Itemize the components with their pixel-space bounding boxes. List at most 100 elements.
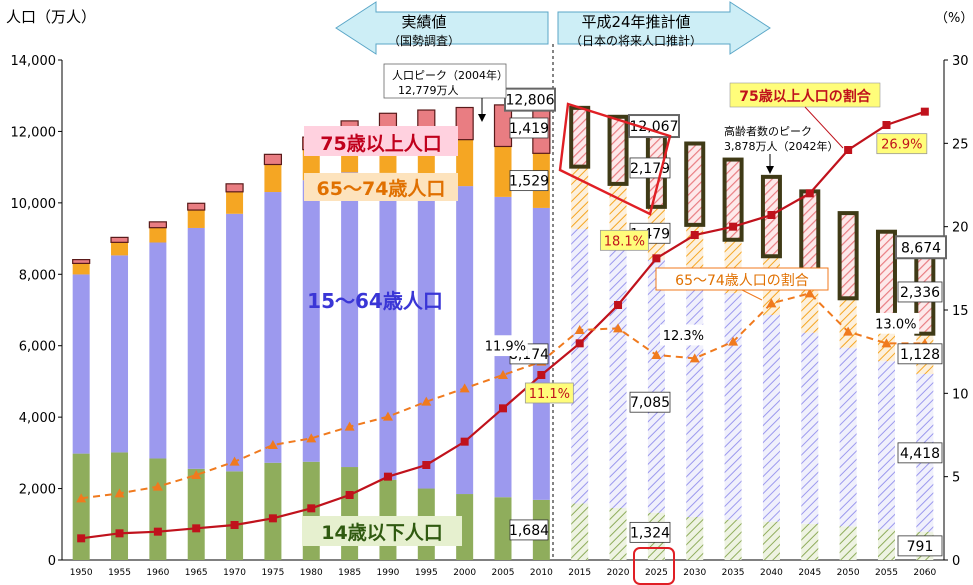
bar-segment-age75 bbox=[263, 153, 283, 166]
total-label: 12,067 bbox=[628, 114, 680, 139]
point-ratio-75 bbox=[383, 472, 392, 481]
right-tick-label: 30 bbox=[952, 54, 969, 69]
label-2025-age15-box bbox=[629, 391, 671, 413]
legend-65-box bbox=[304, 173, 458, 201]
bar-segment-age15-64 bbox=[801, 332, 819, 524]
projection-arrow bbox=[557, 1, 771, 55]
bar-segment-age14 bbox=[187, 468, 205, 560]
x-tick-label: 2055 bbox=[875, 568, 898, 578]
point-ratio-65-74 bbox=[498, 370, 508, 379]
point-ratio-65-74 bbox=[843, 326, 854, 336]
right-axis-title: （%） bbox=[935, 11, 973, 26]
x-tick-label: 2045 bbox=[798, 568, 821, 578]
bar-segment-age15-64 bbox=[724, 293, 742, 520]
label-2060-age15: 4,418 bbox=[897, 442, 943, 464]
peak-population-line2: 12,779万人 bbox=[398, 84, 459, 97]
pct-75-2060-text: 26.9% bbox=[881, 138, 922, 153]
label-2060-age14-text: 791 bbox=[907, 539, 934, 555]
pct-75-2060: 26.9% bbox=[876, 133, 928, 155]
bar-segment-age65-74 bbox=[456, 139, 474, 187]
legend-14-label: 14歳以下人口 bbox=[321, 522, 442, 544]
right-tick-label: 0 bbox=[952, 554, 960, 569]
legend-75-box bbox=[304, 126, 458, 156]
bar-segment-age15-64 bbox=[839, 347, 857, 527]
x-tick-label: 1955 bbox=[108, 568, 131, 578]
x-tick-label: 2015 bbox=[568, 568, 591, 578]
label-2010-age65-text: 1,529 bbox=[509, 174, 549, 190]
x-tick-label: 1975 bbox=[261, 568, 284, 578]
bar-segment-age65-74 bbox=[302, 149, 320, 181]
bar-segment-age75 bbox=[569, 105, 591, 169]
point-ratio-75 bbox=[690, 231, 699, 239]
point-ratio-75 bbox=[882, 121, 891, 129]
label-2025-age15: 7,085 bbox=[629, 391, 671, 413]
bar-segment-age15-64 bbox=[226, 213, 244, 472]
bar-segment-age15-64 bbox=[341, 172, 359, 468]
right-tick-label: 20 bbox=[952, 221, 969, 236]
bar-segment-age65-74 bbox=[111, 242, 129, 256]
bar-segment-age14 bbox=[571, 503, 589, 560]
bar-segment-age14 bbox=[801, 523, 819, 560]
bar-segment-age15-64 bbox=[609, 245, 627, 508]
bar-segment-age65-74 bbox=[187, 210, 205, 228]
point-ratio-65-74 bbox=[728, 336, 739, 346]
bar-segment-age14 bbox=[72, 453, 90, 560]
point-ratio-75 bbox=[422, 461, 431, 469]
label-2025-age14: 1,324 bbox=[629, 521, 671, 543]
legend-75-label: 75歳以上人口 bbox=[320, 133, 441, 155]
left-tick-label: 4,000 bbox=[19, 411, 56, 426]
legend-65-label: 65〜74歳人口 bbox=[317, 178, 446, 200]
point-ratio-75 bbox=[77, 534, 86, 543]
bar-segment-age75 bbox=[110, 236, 129, 243]
bar-segment-age14 bbox=[839, 526, 857, 560]
bar-segment-age65-74 bbox=[494, 146, 512, 197]
bar-segment-age14 bbox=[264, 462, 282, 560]
pct-75-2010-box bbox=[524, 382, 574, 404]
bar-segment-age15-64 bbox=[571, 229, 589, 504]
label-2060-age75-text: 2,336 bbox=[900, 285, 940, 301]
point-ratio-75 bbox=[652, 254, 661, 263]
point-ratio-65-74 bbox=[881, 338, 892, 348]
x-tick-label: 1965 bbox=[185, 568, 208, 578]
bar-segment-age14 bbox=[724, 519, 742, 560]
bar-segment-age15-64 bbox=[647, 259, 665, 513]
peak-elderly-line1: 高齢者数のピーク bbox=[724, 124, 812, 138]
pct-65-2010-text: 11.9% bbox=[485, 340, 526, 355]
bar-segment-age15-64 bbox=[686, 275, 704, 517]
x-tick-label: 2020 bbox=[607, 568, 630, 578]
point-ratio-75 bbox=[307, 504, 316, 513]
bar-segment-age14 bbox=[609, 507, 627, 560]
x-tick-label: 1950 bbox=[70, 568, 93, 578]
point-ratio-65-74 bbox=[191, 470, 202, 479]
point-ratio-75 bbox=[460, 437, 469, 446]
ratio65-leader bbox=[741, 289, 763, 301]
point-ratio-65-74 bbox=[421, 396, 432, 406]
point-ratio-65-74 bbox=[382, 411, 393, 421]
point-ratio-75 bbox=[844, 146, 853, 154]
x-tick-label: 2000 bbox=[453, 568, 476, 578]
point-ratio-65-74 bbox=[267, 440, 278, 449]
label-2060-age75-box bbox=[897, 281, 943, 303]
label-2010-age14: 1,684 bbox=[509, 519, 549, 541]
pct-75-2060-box bbox=[876, 133, 928, 155]
label-2060-age14-box bbox=[897, 535, 943, 557]
point-ratio-65-74 bbox=[574, 325, 585, 334]
point-ratio-75 bbox=[920, 107, 929, 116]
bar-segment-age75 bbox=[455, 106, 474, 141]
label-2025-age14-text: 1,324 bbox=[630, 525, 670, 541]
ratio-lines bbox=[76, 107, 930, 543]
x-tick-label: 2060 bbox=[913, 568, 936, 578]
x-tick-label: 1960 bbox=[146, 568, 169, 578]
total-label: 8,674 bbox=[895, 235, 947, 260]
peak-population-line1: 人口ピーク（2004年） bbox=[392, 68, 508, 82]
left-tick-label: 14,000 bbox=[11, 54, 57, 69]
total-label-text: 12,067 bbox=[630, 119, 679, 135]
point-ratio-65-74 bbox=[689, 353, 700, 363]
label-2060-age15-box bbox=[897, 442, 943, 464]
pct-65-2010: 11.9% bbox=[482, 335, 528, 357]
x-tick-label: 2050 bbox=[837, 568, 860, 578]
peak-population-box bbox=[383, 63, 507, 99]
bar-segment-age14 bbox=[494, 497, 512, 560]
point-ratio-65-74 bbox=[766, 298, 777, 308]
point-ratio-65-74 bbox=[459, 383, 470, 393]
